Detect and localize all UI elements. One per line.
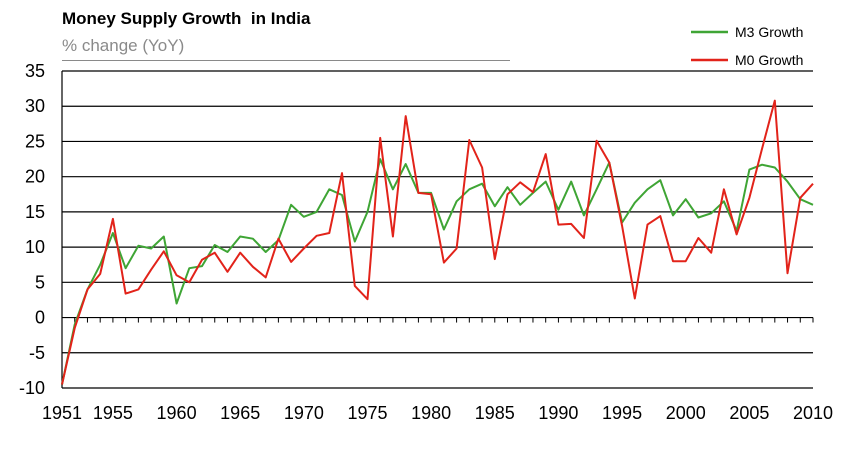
y-tick-label: -10 (19, 378, 45, 398)
y-tick-label: 25 (25, 131, 45, 151)
series-line-m3-growth (61, 158, 814, 385)
x-tick-label: 1970 (284, 403, 324, 423)
x-tick-label: 2010 (793, 403, 833, 423)
y-tick-label: 5 (35, 272, 45, 292)
series-line-m0-growth (61, 99, 814, 385)
x-tick-label: 1965 (220, 403, 260, 423)
x-tick-label: 1985 (475, 403, 515, 423)
legend-label: M3 Growth (735, 24, 803, 40)
legend: M3 Growth M0 Growth (691, 24, 803, 68)
y-tick-label: 15 (25, 202, 45, 222)
chart-title: Money Supply Growth in India (62, 9, 311, 28)
x-axis-tick-labels: 1951 1955 1960 1965 1970 1975 1980 1985 1990 1995… (42, 403, 833, 423)
y-tick-label: 10 (25, 237, 45, 257)
legend-label: M0 Growth (735, 52, 803, 68)
x-tick-label: 1975 (347, 403, 387, 423)
chart-subtitle: % change (YoY) (62, 36, 185, 55)
grid-lines (61, 70, 814, 389)
y-tick-label: -5 (29, 343, 45, 363)
x-tick-label: 1955 (93, 403, 133, 423)
y-axis-tick-labels: 35 30 25 20 15 10 5 0 -5 -10 (19, 61, 45, 398)
x-tick-label: 1995 (602, 403, 642, 423)
title-divider (62, 60, 510, 61)
x-tick-label: 1951 (42, 403, 82, 423)
x-tick-label: 2000 (666, 403, 706, 423)
x-tick-label: 2005 (729, 403, 769, 423)
x-tick-label: 1960 (157, 403, 197, 423)
y-tick-label: 0 (35, 308, 45, 328)
series-lines (61, 99, 814, 385)
y-tick-label: 35 (25, 61, 45, 81)
y-tick-label: 30 (25, 96, 45, 116)
y-tick-label: 20 (25, 167, 45, 187)
x-tick-label: 1980 (411, 403, 451, 423)
x-tick-label: 1990 (538, 403, 578, 423)
